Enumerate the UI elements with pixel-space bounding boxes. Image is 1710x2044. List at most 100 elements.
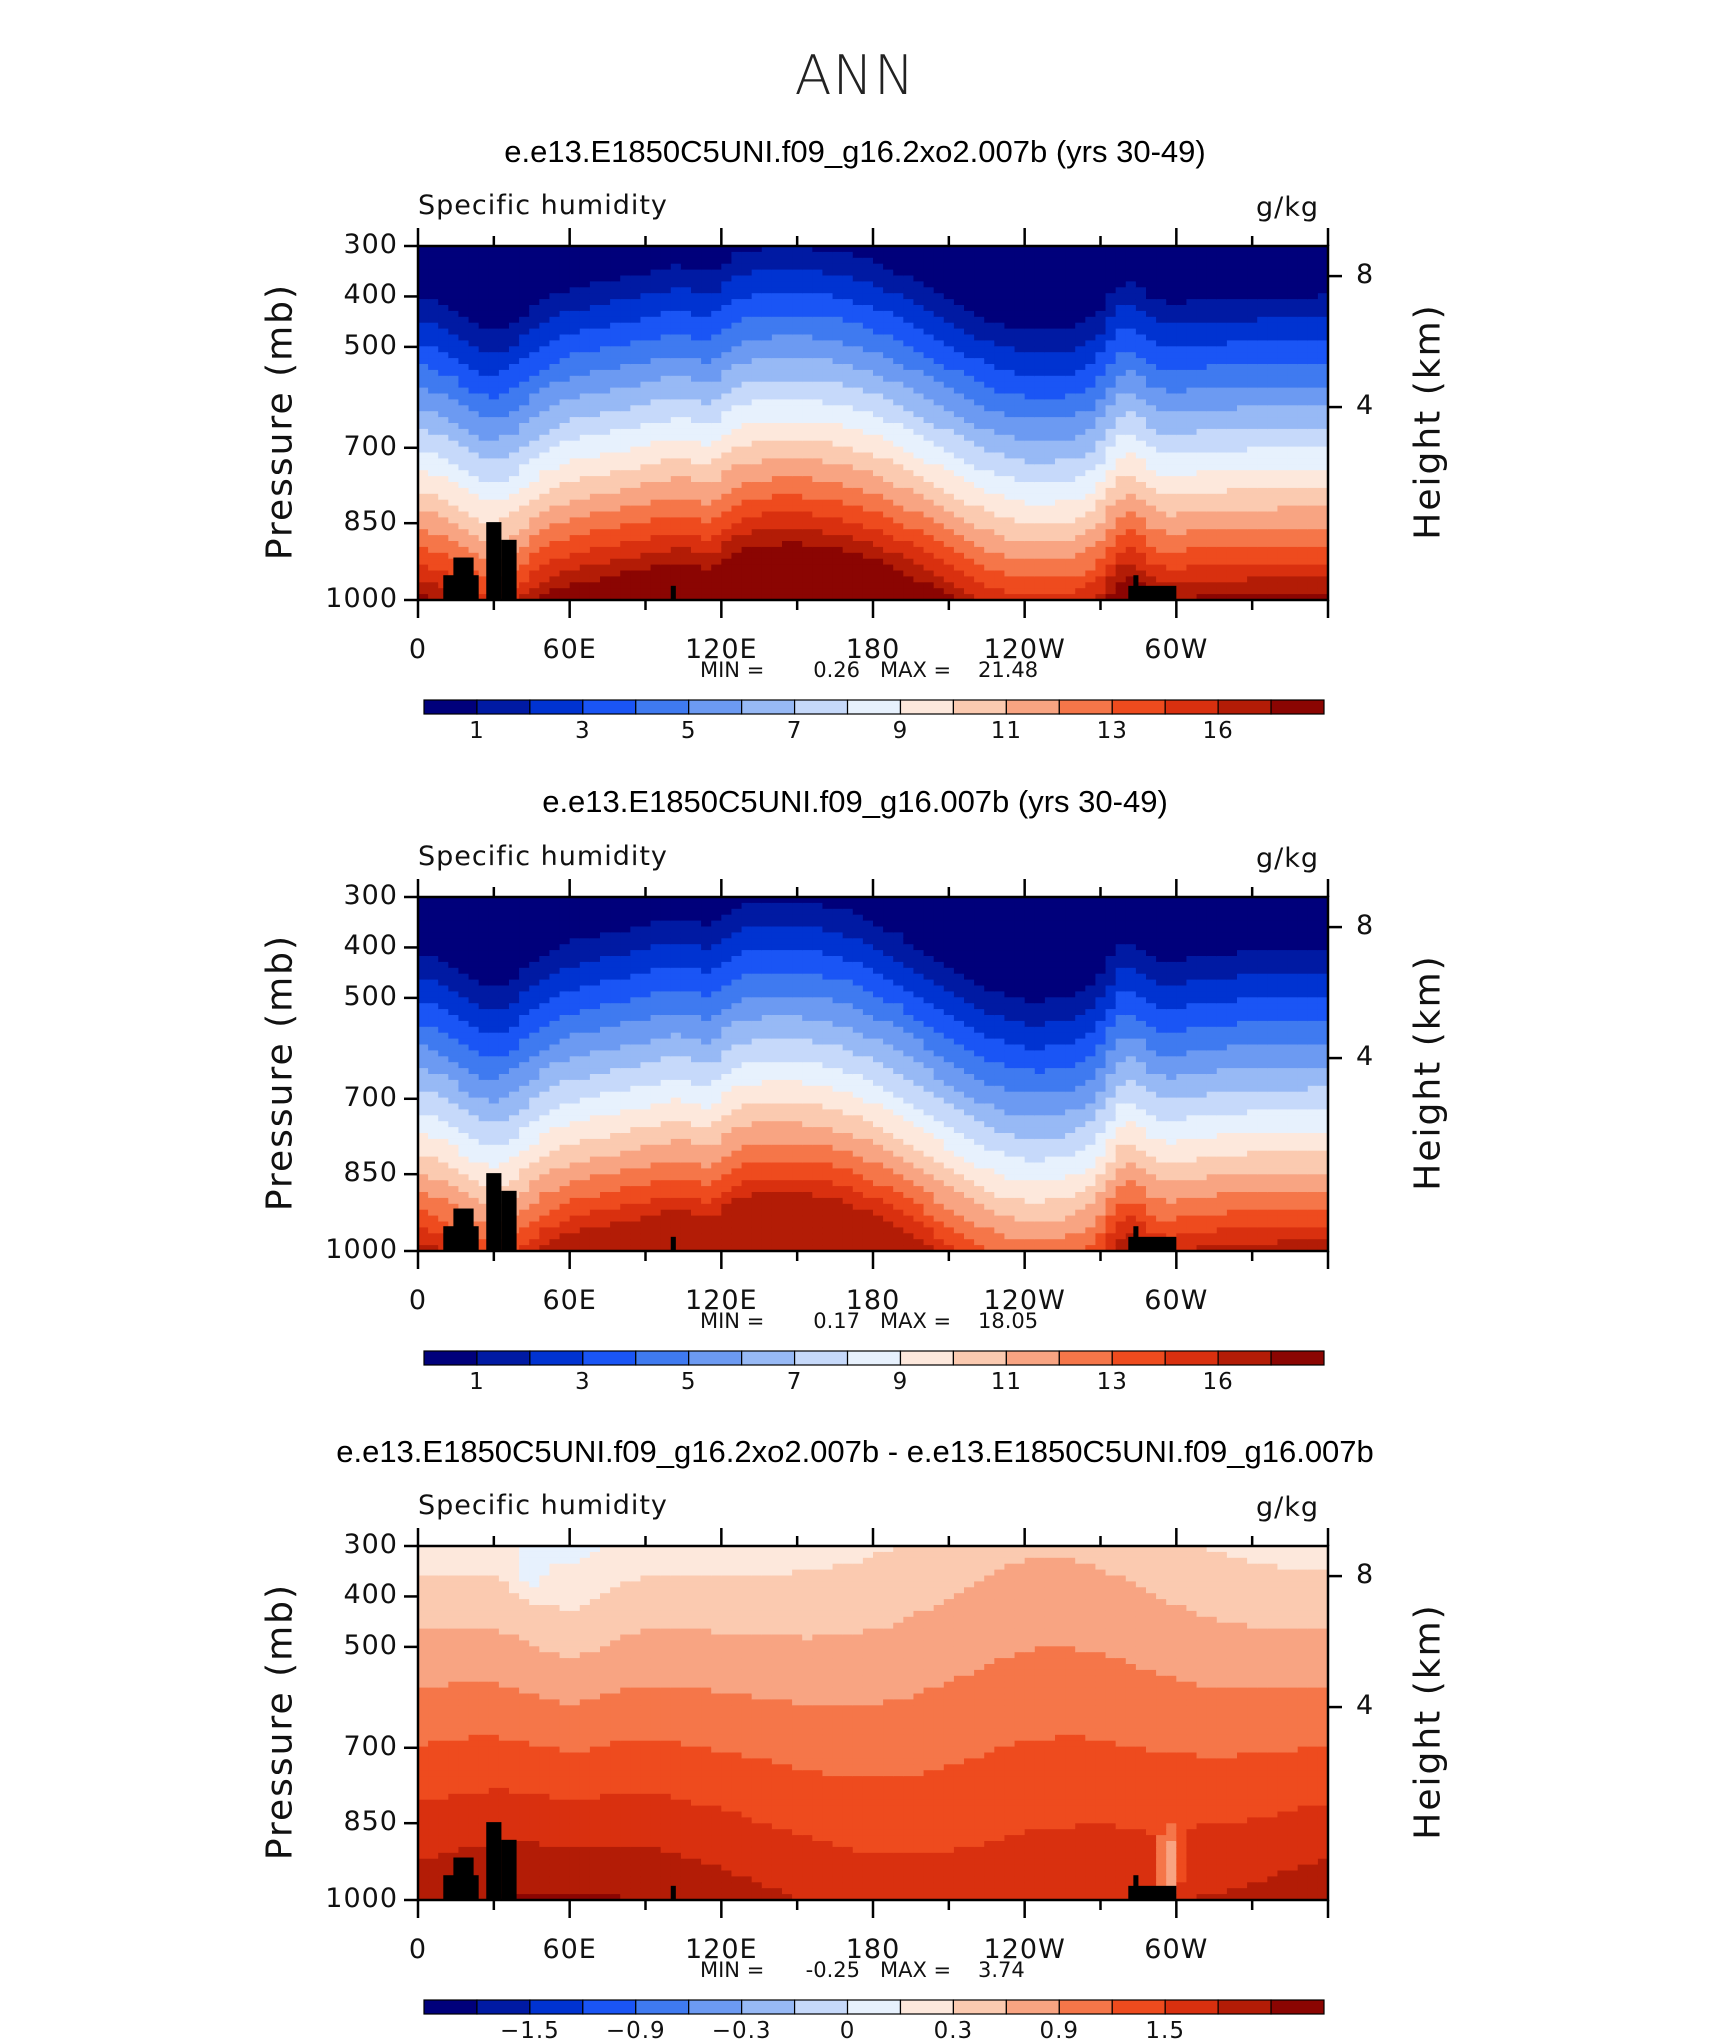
field-cell (731, 399, 742, 406)
field-cell (428, 571, 439, 578)
field-cell (651, 541, 662, 548)
field-cell (772, 299, 783, 306)
field-cell (833, 346, 844, 353)
field-cell (913, 293, 924, 300)
field-cell (620, 500, 631, 507)
field-cell (721, 494, 732, 501)
field-cell (529, 399, 540, 406)
field-cell (1116, 512, 1127, 519)
field-cell (1166, 252, 1177, 259)
field-cell (903, 559, 914, 566)
field-cell (539, 529, 550, 536)
field-cell (630, 276, 641, 283)
field-cell (772, 565, 783, 572)
field-cell (1207, 329, 1218, 336)
field-cell (1126, 512, 1137, 519)
field-cell (590, 252, 601, 259)
field-cell (489, 376, 500, 383)
field-cell (731, 276, 742, 283)
field-cell (539, 482, 550, 489)
field-cell (1004, 293, 1015, 300)
field-cell (812, 329, 823, 336)
field-cell (1116, 394, 1127, 401)
field-cell (721, 541, 732, 548)
field-cell (792, 535, 803, 542)
field-cell (1247, 535, 1258, 542)
field-cell (1136, 264, 1147, 271)
field-cell (560, 370, 571, 377)
field-cell (974, 571, 985, 578)
field-cell (630, 411, 641, 418)
field-cell (1045, 394, 1056, 401)
field-cell (1035, 582, 1046, 589)
field-cell (1035, 435, 1046, 442)
field-cell (924, 500, 935, 507)
field-cell (772, 458, 783, 465)
field-cell (630, 376, 641, 383)
field-cell (1186, 346, 1197, 353)
field-cell (1136, 535, 1147, 542)
field-cell (762, 370, 773, 377)
field-cell (428, 252, 439, 259)
field-cell (742, 258, 753, 265)
field-cell (681, 553, 692, 560)
field-cell (833, 541, 844, 548)
field-cell (1217, 364, 1228, 371)
field-cell (954, 399, 965, 406)
field-cell (580, 441, 591, 448)
field-cell (1237, 382, 1248, 389)
field-cell (539, 293, 550, 300)
field-cell (1045, 529, 1056, 536)
field-cell (1075, 565, 1086, 572)
field-cell (873, 329, 884, 336)
field-cell (580, 346, 591, 353)
field-cell (1197, 358, 1208, 365)
field-cell (1085, 512, 1096, 519)
field-cell (469, 317, 480, 324)
field-cell (448, 447, 459, 454)
field-cell (853, 252, 864, 259)
field-cell (529, 458, 540, 465)
field-cell (1207, 364, 1218, 371)
field-cell (549, 358, 560, 365)
field-cell (1004, 464, 1015, 471)
field-cell (651, 323, 662, 330)
field-cell (1207, 494, 1218, 501)
field-cell (661, 423, 672, 430)
field-cell (691, 453, 702, 460)
field-cell (1197, 364, 1208, 371)
field-cell (772, 500, 783, 507)
field-cell (651, 382, 662, 389)
field-cell (833, 559, 844, 566)
field-cell (721, 399, 732, 406)
field-cell (1004, 340, 1015, 347)
field-cell (1227, 323, 1238, 330)
field-cell (519, 346, 530, 353)
field-cell (1025, 394, 1036, 401)
field-cell (499, 323, 510, 330)
field-cell (681, 547, 692, 554)
field-cell (1045, 364, 1056, 371)
field-cell (458, 352, 469, 359)
field-cell (1045, 270, 1056, 277)
field-cell (822, 335, 833, 342)
field-cell (640, 488, 651, 495)
field-cell (1035, 394, 1046, 401)
field-cell (448, 382, 459, 389)
field-cell (691, 258, 702, 265)
field-cell (661, 506, 672, 513)
field-cell (1085, 358, 1096, 365)
field-cell (1085, 435, 1096, 442)
field-cell (1227, 435, 1238, 442)
field-cell (499, 281, 510, 288)
field-cell (499, 417, 510, 424)
field-cell (802, 470, 813, 477)
field-cell (1247, 364, 1258, 371)
field-cell (1025, 405, 1036, 412)
field-cell (1095, 382, 1106, 389)
field-cell (1075, 464, 1086, 471)
field-cell (529, 559, 540, 566)
field-cell (1045, 453, 1056, 460)
field-cell (630, 305, 641, 312)
field-cell (1156, 559, 1167, 566)
